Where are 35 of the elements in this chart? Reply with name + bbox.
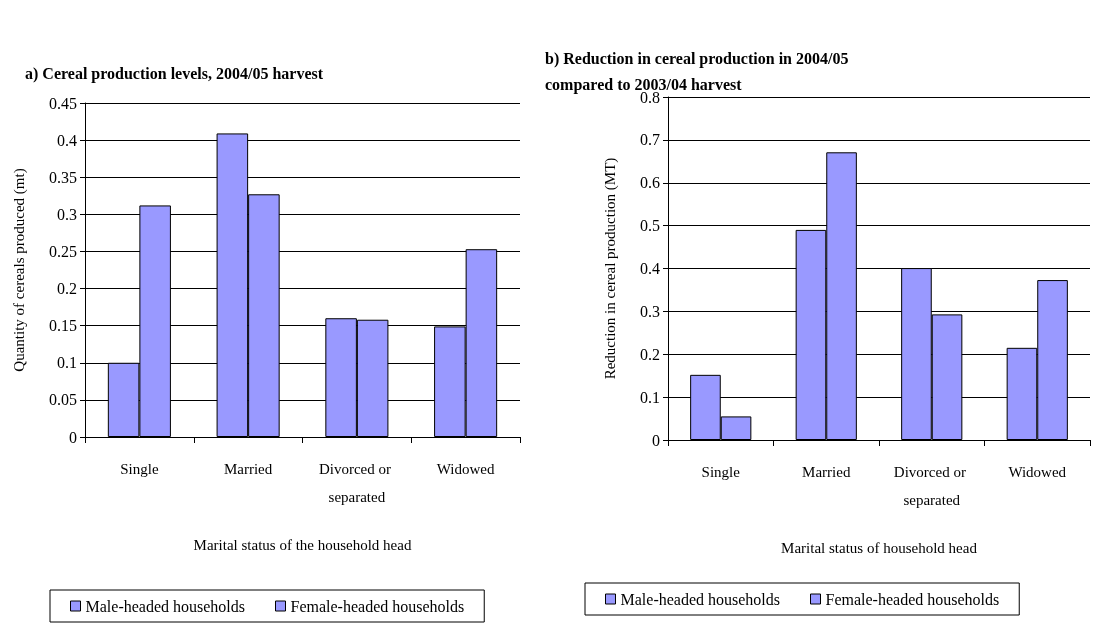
- legend-label: Female-headed households: [290, 597, 465, 615]
- y-tick-label: 0.45: [49, 94, 77, 112]
- y-axis-title: Reduction in cereal production (MT): [602, 157, 619, 380]
- y-tick-label: 0.2: [57, 280, 77, 298]
- y-tick-label: 0: [69, 428, 77, 446]
- y-tick-label: 0.2: [640, 345, 660, 363]
- chart-title: a) Cereal production levels, 2004/05 harvest: [25, 64, 324, 83]
- x-tick-label: Widowed: [436, 461, 495, 477]
- y-tick-label: 0.7: [640, 131, 660, 149]
- x-tick-label: Married: [223, 461, 273, 477]
- x-axis-title: Marital status of household head: [781, 539, 978, 556]
- y-tick-label: 0.25: [49, 242, 77, 260]
- y-tick-label: 0.3: [640, 302, 660, 320]
- y-tick-label: 0.05: [49, 391, 77, 409]
- y-tick-label: 0.1: [57, 354, 77, 372]
- x-tick-label: Married: [802, 464, 851, 480]
- y-tick-label: 0.5: [640, 217, 660, 235]
- legend-label: Male-headed households: [85, 597, 246, 615]
- y-tick-label: 0.4: [640, 260, 660, 277]
- y-tick-label: 0.6: [640, 174, 660, 192]
- legend-label: Female-headed households: [825, 590, 1000, 608]
- x-tick-label: Divorced or separated: [893, 464, 970, 508]
- y-tick-label: 0.4: [57, 131, 77, 149]
- y-tick-label: 0.3: [57, 205, 77, 223]
- x-tick-label: Single: [701, 464, 741, 480]
- x-tick-label: Single: [120, 461, 159, 477]
- y-axis-title: Quantity of cereals produced (mt): [11, 168, 28, 372]
- legend-label: Male-headed households: [620, 590, 781, 608]
- y-tick-label: 0.35: [49, 168, 77, 186]
- y-tick-label: 0: [652, 431, 660, 449]
- x-tick-label: Divorced or separated: [318, 461, 395, 505]
- y-tick-label: 0.15: [49, 317, 77, 335]
- x-axis-title: Marital status of the household head: [193, 536, 412, 553]
- y-tick-label: 0.1: [640, 388, 660, 406]
- x-tick-label: Widowed: [1008, 464, 1067, 480]
